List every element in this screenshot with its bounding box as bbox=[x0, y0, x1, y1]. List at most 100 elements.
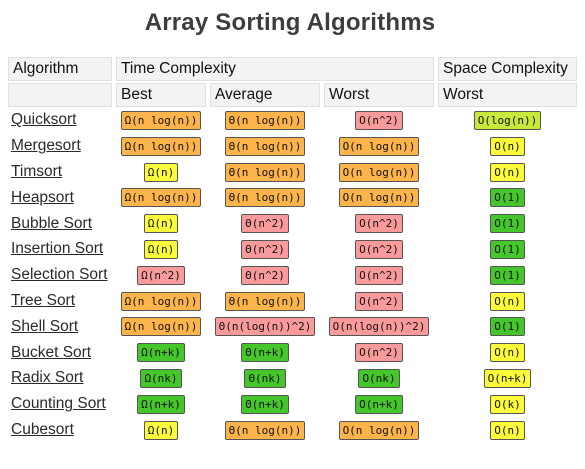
best-complexity-badge: Ω(n) bbox=[143, 162, 179, 182]
average-complexity-badge: Θ(n^2) bbox=[241, 214, 289, 234]
page-title: Array Sorting Algorithms bbox=[144, 9, 436, 36]
space-cell: O(n) bbox=[438, 417, 577, 443]
worst-cell: O(n log(n)) bbox=[324, 159, 434, 185]
best-cell: Ω(n^2) bbox=[116, 262, 206, 288]
worst-cell: O(n log(n)) bbox=[324, 133, 434, 159]
worst-complexity-badge: O(n log(n)) bbox=[338, 162, 420, 182]
average-complexity-badge: Θ(n+k) bbox=[241, 394, 289, 414]
space-cell: O(log(n)) bbox=[438, 108, 577, 134]
header-average: Average bbox=[210, 82, 320, 107]
header-space-complexity: Space Complexity bbox=[438, 57, 577, 81]
header-algorithm: Algorithm bbox=[8, 57, 112, 81]
best-cell: Ω(n) bbox=[116, 159, 206, 185]
average-cell: Θ(n+k) bbox=[210, 391, 320, 417]
average-complexity-badge: Θ(n log(n)) bbox=[224, 136, 306, 156]
algorithm-link[interactable]: Cubesort bbox=[11, 421, 74, 439]
space-complexity-badge: O(1) bbox=[490, 188, 525, 208]
best-cell: Ω(n log(n)) bbox=[116, 288, 206, 314]
worst-cell: O(n^2) bbox=[324, 108, 434, 134]
space-complexity-badge: O(n) bbox=[490, 136, 525, 156]
algorithm-link[interactable]: Tree Sort bbox=[11, 292, 76, 310]
worst-cell: O(n^2) bbox=[324, 262, 434, 288]
best-cell: Ω(n log(n)) bbox=[116, 108, 206, 134]
best-cell: Ω(n+k) bbox=[116, 391, 206, 417]
average-complexity-badge: Θ(n^2) bbox=[241, 239, 289, 259]
average-cell: Θ(n log(n)) bbox=[210, 185, 320, 211]
space-complexity-badge: O(n) bbox=[490, 420, 525, 440]
header-space-worst: Worst bbox=[438, 82, 577, 107]
average-cell: Θ(n log(n)) bbox=[210, 108, 320, 134]
worst-complexity-badge: O(n^2) bbox=[355, 265, 403, 285]
best-complexity-badge: Ω(n+k) bbox=[137, 394, 185, 414]
space-cell: O(1) bbox=[438, 314, 577, 340]
space-complexity-badge: O(1) bbox=[490, 265, 525, 285]
algorithm-link[interactable]: Selection Sort bbox=[11, 266, 108, 284]
best-complexity-badge: Ω(n) bbox=[143, 420, 179, 440]
worst-complexity-badge: O(n(log(n))^2) bbox=[328, 317, 430, 337]
space-cell: O(n) bbox=[438, 133, 577, 159]
best-complexity-badge: Ω(n log(n)) bbox=[120, 136, 202, 156]
best-complexity-badge: Ω(n log(n)) bbox=[120, 188, 202, 208]
algorithm-link[interactable]: Shell Sort bbox=[11, 317, 79, 335]
space-complexity-badge: O(n) bbox=[490, 343, 525, 363]
average-cell: Θ(n+k) bbox=[210, 340, 320, 366]
worst-complexity-badge: O(n^2) bbox=[355, 343, 403, 363]
algorithm-link[interactable]: Bubble Sort bbox=[11, 214, 92, 232]
average-cell: Θ(n^2) bbox=[210, 262, 320, 288]
header-time-complexity: Time Complexity bbox=[116, 57, 434, 81]
space-cell: O(1) bbox=[438, 262, 577, 288]
algorithm-link[interactable]: Counting Sort bbox=[11, 395, 106, 413]
average-complexity-badge: Θ(n log(n)) bbox=[224, 110, 306, 130]
space-cell: O(n+k) bbox=[438, 366, 577, 392]
worst-complexity-badge: O(n^2) bbox=[355, 214, 403, 234]
worst-cell: O(n log(n)) bbox=[324, 185, 434, 211]
header-blank bbox=[8, 82, 112, 107]
average-complexity-badge: Θ(nk) bbox=[244, 368, 286, 388]
average-cell: Θ(n log(n)) bbox=[210, 159, 320, 185]
worst-complexity-badge: O(n log(n)) bbox=[338, 188, 420, 208]
best-complexity-badge: Ω(nk) bbox=[140, 368, 182, 388]
algorithm-link[interactable]: Insertion Sort bbox=[11, 240, 104, 258]
best-cell: Ω(n log(n)) bbox=[116, 185, 206, 211]
space-complexity-badge: O(1) bbox=[490, 317, 525, 337]
space-cell: O(n) bbox=[438, 340, 577, 366]
complexity-table: Algorithm Time Complexity Space Complexi… bbox=[8, 56, 577, 443]
algorithm-link[interactable]: Radix Sort bbox=[11, 369, 84, 387]
space-cell: O(1) bbox=[438, 185, 577, 211]
worst-cell: O(n log(n)) bbox=[324, 417, 434, 443]
algorithm-link[interactable]: Bucket Sort bbox=[11, 343, 92, 361]
average-complexity-badge: Θ(n^2) bbox=[241, 265, 289, 285]
average-cell: Θ(n log(n)) bbox=[210, 417, 320, 443]
algorithm-link[interactable]: Timsort bbox=[11, 163, 63, 181]
algorithm-link[interactable]: Heapsort bbox=[11, 188, 74, 206]
average-cell: Θ(n log(n)) bbox=[210, 288, 320, 314]
best-complexity-badge: Ω(n log(n)) bbox=[120, 317, 202, 337]
space-cell: O(1) bbox=[438, 237, 577, 263]
average-cell: Θ(nk) bbox=[210, 366, 320, 392]
average-cell: Θ(n^2) bbox=[210, 237, 320, 263]
best-complexity-badge: Ω(n) bbox=[143, 214, 179, 234]
best-complexity-badge: Ω(n+k) bbox=[137, 343, 185, 363]
space-cell: O(n) bbox=[438, 288, 577, 314]
space-complexity-badge: O(n) bbox=[490, 291, 525, 311]
space-complexity-badge: O(k) bbox=[490, 394, 525, 414]
worst-complexity-badge: O(n^2) bbox=[355, 239, 403, 259]
space-complexity-badge: O(log(n)) bbox=[473, 110, 542, 130]
space-complexity-badge: O(n) bbox=[490, 162, 525, 182]
worst-complexity-badge: O(n^2) bbox=[355, 110, 403, 130]
average-complexity-badge: Θ(n log(n)) bbox=[224, 291, 306, 311]
average-complexity-badge: Θ(n log(n)) bbox=[224, 188, 306, 208]
average-complexity-badge: Θ(n log(n)) bbox=[224, 420, 306, 440]
best-cell: Ω(n log(n)) bbox=[116, 314, 206, 340]
algorithm-link[interactable]: Quicksort bbox=[11, 111, 77, 129]
worst-cell: O(n^2) bbox=[324, 340, 434, 366]
algorithm-link[interactable]: Mergesort bbox=[11, 137, 81, 155]
best-cell: Ω(n) bbox=[116, 417, 206, 443]
best-cell: Ω(n) bbox=[116, 211, 206, 237]
worst-cell: O(n^2) bbox=[324, 211, 434, 237]
best-cell: Ω(n+k) bbox=[116, 340, 206, 366]
worst-complexity-badge: O(n^2) bbox=[355, 291, 403, 311]
average-cell: Θ(n(log(n))^2) bbox=[210, 314, 320, 340]
worst-cell: O(n(log(n))^2) bbox=[324, 314, 434, 340]
space-cell: O(k) bbox=[438, 391, 577, 417]
